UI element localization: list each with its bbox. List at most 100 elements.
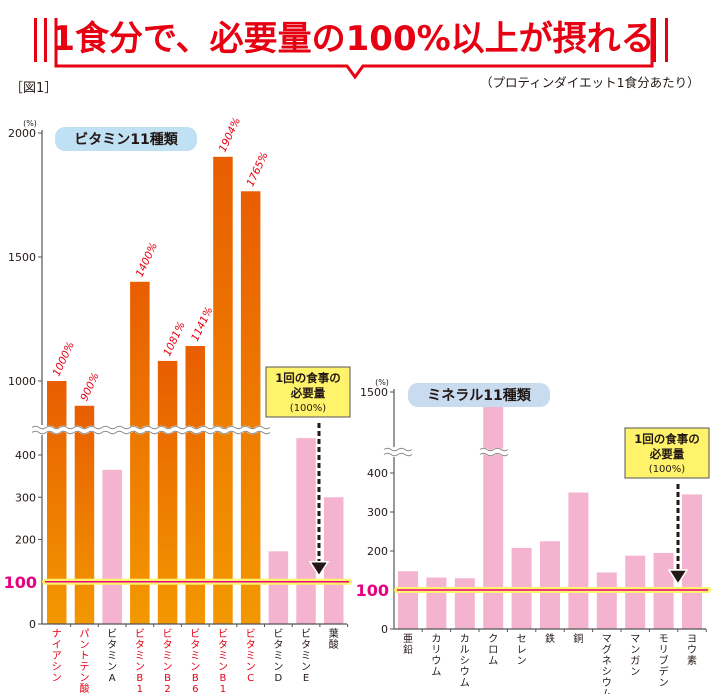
y-tick-label: 200 [15, 534, 36, 547]
mineral-chart: ミネラル11種類亜鉛カリウムカルシウムクロムセレン鉄銅マグネシウムマンガンモリブ… [356, 378, 711, 694]
x-tick-char: ナ [52, 628, 62, 640]
x-tick-char: B [220, 673, 227, 684]
x-tick-char: ブ [659, 654, 669, 667]
y-tick-label: 1000 [8, 375, 36, 388]
axis-break [382, 447, 414, 457]
x-tick-char: ガ [630, 655, 640, 667]
x-tick-char: ン [659, 678, 669, 689]
x-tick-char: タ [218, 639, 228, 651]
x-tick-char: ム [460, 677, 470, 689]
x-tick-char: マ [630, 634, 640, 645]
bar-1 [74, 405, 95, 624]
x-tick-char: 酸 [79, 682, 89, 694]
x-tick-label: 葉酸 [329, 627, 339, 651]
x-tick-char: ウ [431, 655, 441, 667]
x-tick-char: ル [460, 645, 470, 656]
axis-break-line-top [479, 447, 509, 452]
bar-0 [398, 571, 418, 629]
x-tick-char: シ [602, 667, 612, 678]
x-tick-char: ウ [687, 644, 697, 656]
y-tick-label: 1500 [360, 386, 388, 399]
note-background [265, 366, 351, 418]
y-axis-unit: (%) [23, 119, 37, 128]
x-tick-char: ト [79, 651, 89, 662]
x-tick-char: カ [460, 633, 470, 645]
x-tick-char: ン [79, 673, 89, 684]
x-tick-char: 葉 [329, 627, 339, 640]
x-tick-char: ミ [218, 651, 228, 662]
x-tick-char: ミ [190, 651, 200, 662]
x-tick-char: ク [488, 633, 498, 645]
x-tick-char: ン [107, 662, 117, 673]
x-tick-char: タ [107, 639, 117, 651]
bar-10 [324, 497, 344, 624]
axis-break [30, 425, 272, 435]
chart-title: ミネラル11種類 [427, 387, 531, 404]
bar-5 [540, 541, 560, 629]
x-tick-char: ネ [602, 655, 612, 667]
x-tick-char: 素 [687, 654, 697, 667]
x-tick-char: ビ [246, 628, 256, 640]
figure-label: ［図1］ [10, 81, 57, 96]
x-tick-char: タ [190, 639, 200, 651]
x-tick-char: マ [602, 634, 612, 645]
x-tick-char: ム [488, 655, 498, 667]
page-title: 1食分で、必要量の100%以上が摂れる [51, 19, 654, 59]
x-tick-char: B [192, 673, 199, 684]
x-tick-char: ム [431, 666, 441, 678]
x-tick-char: ビ [163, 628, 173, 640]
axis-break-line-bottom [479, 452, 509, 457]
x-tick-char: ン [630, 645, 640, 656]
x-tick-char: 酸 [329, 638, 339, 651]
x-tick-char: ミ [301, 651, 311, 662]
x-tick-char: D [274, 673, 282, 684]
note-line3: (100%) [290, 403, 326, 414]
x-tick-char: タ [273, 639, 283, 651]
x-tick-char: モ [659, 634, 669, 645]
x-tick-char: リ [431, 645, 441, 656]
x-tick-char: 亜 [403, 634, 413, 645]
bar-2 [454, 578, 475, 629]
axis-break-line-top [383, 447, 413, 452]
axis-break-bar [478, 447, 510, 457]
x-tick-char: ン [163, 662, 173, 673]
x-tick-label: 鉄 [545, 632, 555, 645]
bar-3 [483, 407, 504, 629]
x-tick-char: タ [246, 639, 256, 651]
y-tick-label: 300 [367, 506, 388, 519]
bar-8 [268, 551, 289, 624]
x-tick-char: ミ [135, 651, 145, 662]
x-tick-char: セ [517, 633, 527, 645]
data-label: 1904% [217, 116, 243, 154]
data-label: 900% [78, 371, 102, 403]
data-label: 1141% [189, 305, 215, 343]
y-tick-label: 400 [15, 449, 36, 462]
axis-break-line-top [31, 425, 271, 430]
vitamin-chart: ビタミン11種類1000%ナイアシン900%パントテン酸ビタミンA1400%ビタ… [4, 116, 352, 694]
x-tick-label: クロム [488, 633, 498, 667]
bar-5 [185, 346, 205, 624]
x-tick-char: ム [602, 688, 612, 694]
x-tick-label: マグネシウム [602, 634, 612, 694]
bar-6 [213, 156, 233, 625]
bar-2 [102, 469, 122, 624]
x-tick-char: レ [517, 645, 527, 656]
x-tick-label: 銅 [573, 632, 583, 645]
x-tick-char: C [247, 673, 254, 684]
y-tick-label: 200 [367, 545, 388, 558]
x-tick-char: シ [52, 662, 62, 673]
bracket-left-outer [34, 18, 37, 62]
x-tick-char: ン [630, 667, 640, 678]
x-tick-label: 亜鉛 [403, 634, 413, 656]
x-tick-char: 6 [192, 684, 198, 694]
x-tick-char: ビ [301, 628, 311, 640]
y-tick-label: 0 [381, 623, 388, 636]
